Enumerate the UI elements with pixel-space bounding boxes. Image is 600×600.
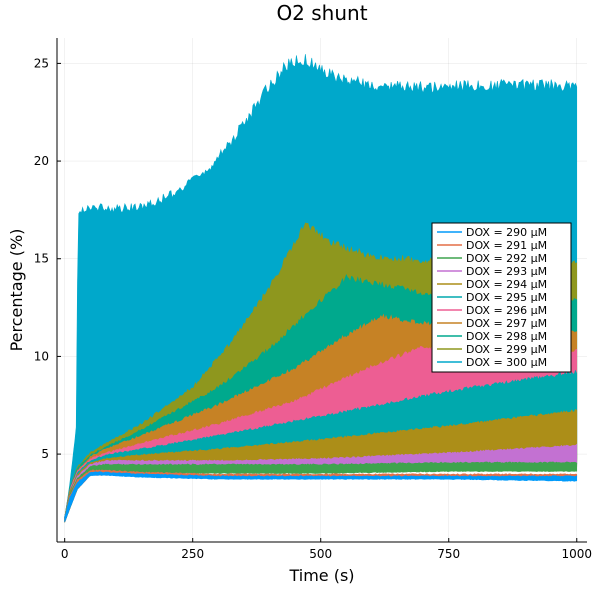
legend-label-7: DOX = 297 μM (466, 317, 547, 330)
legend-label-9: DOX = 299 μM (466, 343, 547, 356)
y-axis-label: Percentage (%) (7, 229, 26, 352)
x-tick-label-1: 250 (181, 547, 204, 561)
series-band-2 (64, 461, 578, 523)
tick-labels: 0 250 500 750 1000 5 10 15 20 25 (34, 56, 592, 561)
x-tick-label-0: 0 (61, 547, 69, 561)
y-tick-label-3: 20 (34, 154, 49, 168)
y-tick-label-4: 25 (34, 56, 49, 70)
chart-title: O2 shunt (276, 1, 367, 25)
legend-label-6: DOX = 296 μM (466, 304, 547, 317)
legend-label-2: DOX = 292 μM (466, 252, 547, 265)
legend-label-10: DOX = 300 μM (466, 356, 547, 369)
legend-label-0: DOX = 290 μM (466, 226, 547, 239)
legend-label-8: DOX = 298 μM (466, 330, 547, 343)
legend-label-3: DOX = 293 μM (466, 265, 547, 278)
x-axis-label: Time (s) (288, 566, 354, 585)
legend-label-1: DOX = 291 μM (466, 239, 547, 252)
y-tick-label-0: 5 (41, 447, 49, 461)
series-band-0 (64, 471, 578, 523)
x-tick-label-3: 750 (437, 547, 460, 561)
x-tick-label-2: 500 (309, 547, 332, 561)
legend-label-5: DOX = 295 μM (466, 291, 547, 304)
axes (56, 38, 587, 543)
x-tick-label-4: 1000 (561, 547, 592, 561)
y-tick-label-2: 15 (34, 252, 49, 266)
legend-label-4: DOX = 294 μM (466, 278, 547, 291)
y-tick-label-1: 10 (34, 349, 49, 363)
